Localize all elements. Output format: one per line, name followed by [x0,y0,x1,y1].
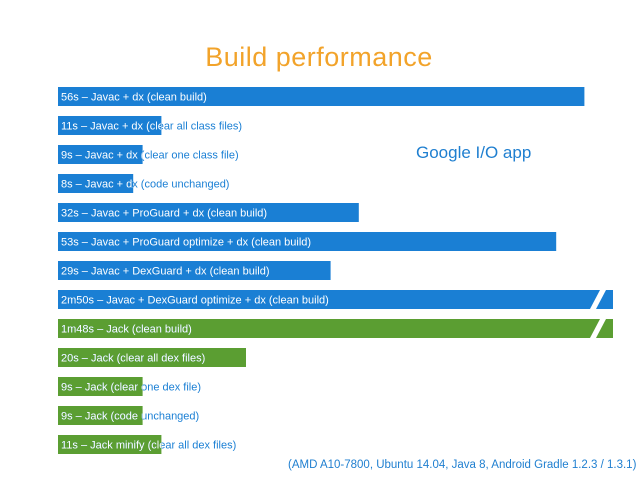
bar-label-outside: 53s – Javac + ProGuard optimize + dx (cl… [61,237,311,249]
bar-label-outside: 56s – Javac + dx (clean build) [61,92,207,104]
bar-label: 20s – Jack (clear all dex files) [61,353,205,365]
bar-label-outside: 29s – Javac + DexGuard + dx (clean build… [61,266,270,278]
bar-label: 8s – Javac + dx (code unchanged) [61,179,229,191]
chart-title: Build performance [205,42,433,72]
bar-label-outside: 9s – Jack (clear one dex file) [61,382,201,394]
bar-label-outside: 11s – Jack minify (clear all dex files) [61,440,236,452]
bar-jack [58,319,613,338]
bar-javac [58,145,143,164]
bar-label: 32s – Javac + ProGuard + dx (clean build… [61,208,267,220]
bar-label: 29s – Javac + DexGuard + dx (clean build… [61,266,270,278]
bar-javac [58,232,557,251]
bar-label-outside: 32s – Javac + ProGuard + dx (clean build… [61,208,267,220]
bar-javac [58,261,331,280]
bar-label-outside: 2m50s – Javac + DexGuard optimize + dx (… [61,295,329,307]
bar-label-outside: 9s – Jack (code unchanged) [61,411,199,423]
bar-label-outside: 8s – Javac + dx (code unchanged) [61,179,229,191]
bar-label-outside: 1m48s – Jack (clean build) [61,324,192,336]
bar-javac [58,87,585,106]
bar-label: 53s – Javac + ProGuard optimize + dx (cl… [61,237,311,249]
bar-label: 11s – Javac + dx (clear all class files) [61,121,242,133]
bar-javac [58,116,162,135]
bar-jack [58,377,143,396]
bar-label-outside: 11s – Javac + dx (clear all class files) [61,121,242,133]
bar-label: 56s – Javac + dx (clean build) [61,92,207,104]
bar-jack [58,348,246,367]
bar-label-outside: 20s – Jack (clear all dex files) [61,353,205,365]
app-note: Google I/O app [416,143,532,162]
bar-label-outside: 9s – Javac + dx (clear one class file) [61,150,239,162]
hardware-footnote: (AMD A10-7800, Ubuntu 14.04, Java 8, And… [288,459,637,471]
bar-label: 11s – Jack minify (clear all dex files) [61,440,236,452]
bar-label: 2m50s – Javac + DexGuard optimize + dx (… [61,295,329,307]
bar-jack [58,435,162,454]
bar-label: 9s – Jack (code unchanged) [61,411,199,423]
bar-javac [58,203,359,222]
axis-break-mark [590,319,606,338]
bar-label: 9s – Jack (clear one dex file) [61,382,201,394]
bar-label: 9s – Javac + dx (clear one class file) [61,150,239,162]
bar-javac [58,174,134,193]
bar-label: 1m48s – Jack (clean build) [61,324,192,336]
bar-javac [58,290,613,309]
axis-break-mark [590,290,606,309]
bar-jack [58,406,143,425]
